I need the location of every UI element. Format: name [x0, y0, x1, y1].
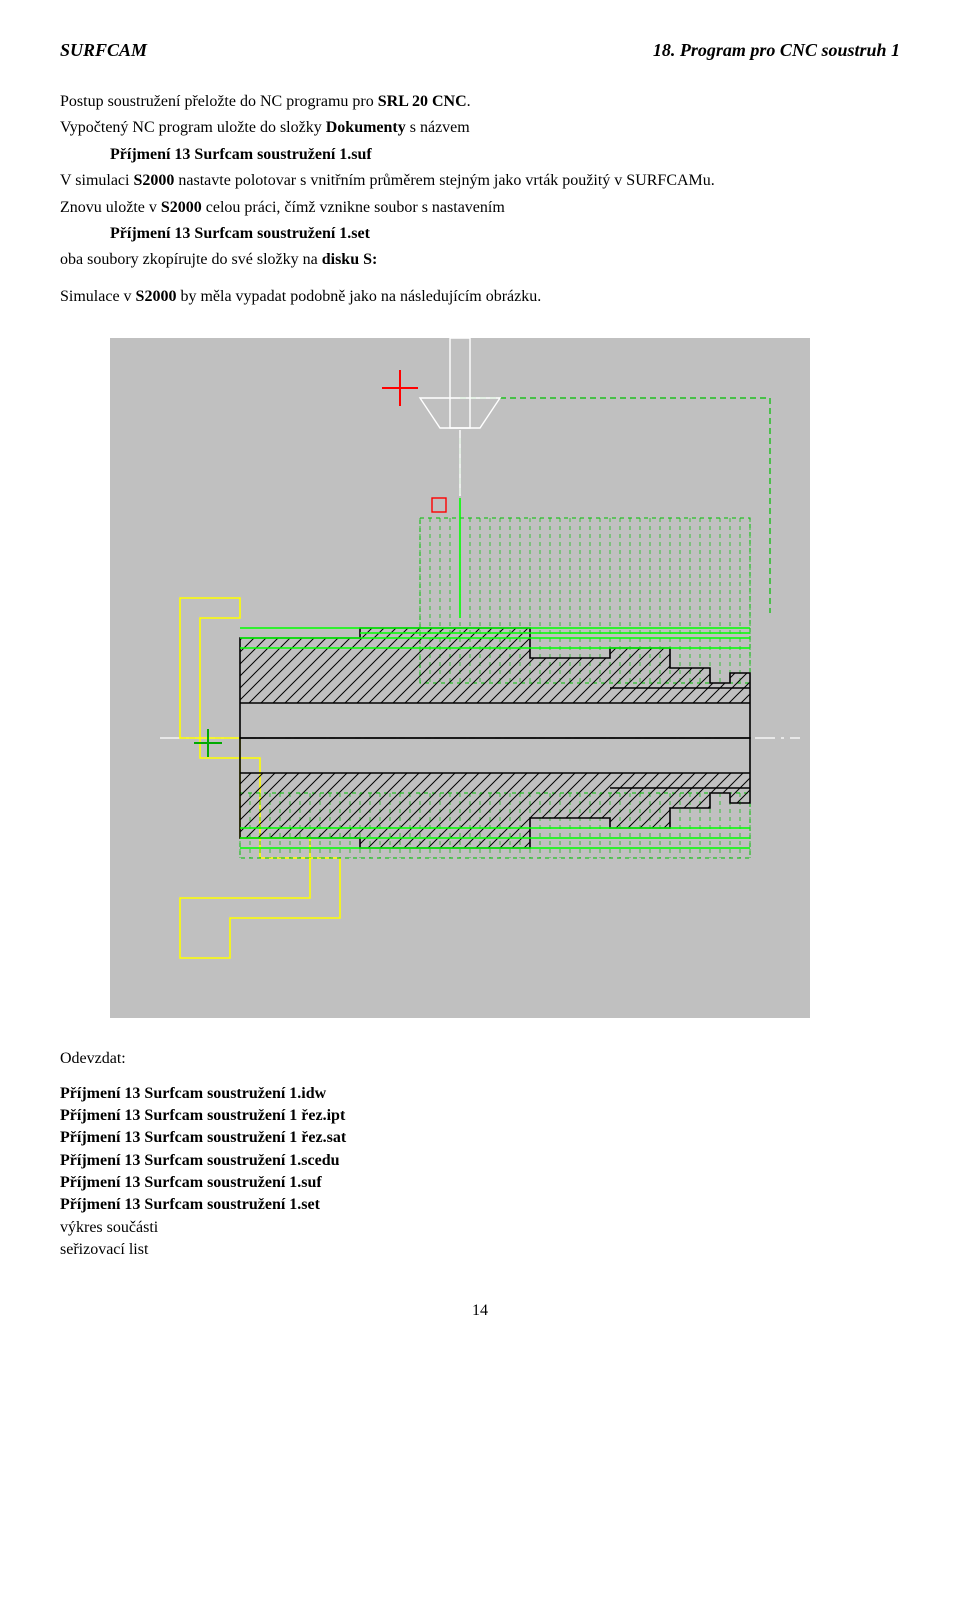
page-header: SURFCAM 18. Program pro CNC soustruh 1	[60, 40, 900, 61]
submit-item: Příjmení 13 Surfcam soustružení 1.set	[60, 1194, 900, 1216]
header-left: SURFCAM	[60, 40, 147, 61]
para-2: Vypočtený NC program uložte do složky Do…	[60, 117, 900, 139]
simulation-diagram	[110, 338, 900, 1018]
submit-item: Příjmení 13 Surfcam soustružení 1 řez.sa…	[60, 1127, 900, 1149]
filename-suf: Příjmení 13 Surfcam soustružení 1.suf	[110, 144, 900, 166]
header-right: 18. Program pro CNC soustruh 1	[653, 40, 900, 61]
submit-item: Příjmení 13 Surfcam soustružení 1 řez.ip…	[60, 1105, 900, 1127]
para-1: Postup soustružení přeložte do NC progra…	[60, 91, 900, 113]
filename-set: Příjmení 13 Surfcam soustružení 1.set	[110, 223, 900, 245]
page-number: 14	[60, 1302, 900, 1320]
para-4: V simulaci S2000 nastavte polotovar s vn…	[60, 170, 900, 192]
submit-item: Příjmení 13 Surfcam soustružení 1.idw	[60, 1083, 900, 1105]
submit-item-plain: výkres součásti	[60, 1217, 900, 1239]
submit-list: Příjmení 13 Surfcam soustružení 1.idwPří…	[60, 1083, 900, 1262]
submit-label: Odevzdat:	[60, 1048, 900, 1070]
lathe-simulation-svg	[110, 338, 810, 1018]
para-8: Simulace v S2000 by měla vypadat podobně…	[60, 286, 900, 308]
para-7: oba soubory zkopírujte do své složky na …	[60, 249, 900, 271]
para-5: Znovu uložte v S2000 celou práci, čímž v…	[60, 197, 900, 219]
submit-item: Příjmení 13 Surfcam soustružení 1.suf	[60, 1172, 900, 1194]
submit-item: Příjmení 13 Surfcam soustružení 1.scedu	[60, 1150, 900, 1172]
submit-item-plain: seřizovací list	[60, 1239, 900, 1261]
